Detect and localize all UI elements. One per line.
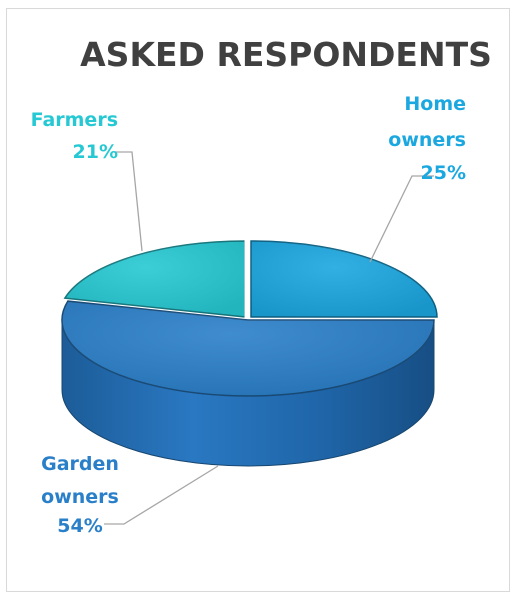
chart-title: ASKED RESPONDENTS	[80, 35, 492, 74]
slice-label-0-line-0: Home	[404, 93, 466, 115]
pie-slice-shade-0	[251, 241, 437, 317]
data-labels: Home owners 25% Garden owners 54% Farmers 21%	[31, 93, 466, 537]
leader-lines	[104, 151, 434, 525]
leader-line-0	[369, 175, 434, 263]
pie-plot	[61, 240, 438, 467]
pie-slice-shade-1	[61, 301, 435, 397]
slice-label-1-line-1: owners	[41, 486, 119, 508]
slice-label-0-line-1: owners	[388, 129, 466, 151]
slice-label-2-line-0: Farmers	[31, 109, 118, 131]
slice-label-1-line-0: Garden	[41, 453, 119, 475]
slice-value-0: 25%	[421, 162, 466, 184]
slice-value-1: 54%	[57, 515, 102, 537]
slice-value-2: 21%	[73, 141, 118, 163]
leader-line-1	[104, 465, 219, 525]
pie-slice-shade-2	[64, 241, 245, 317]
leader-line-2	[114, 151, 143, 252]
